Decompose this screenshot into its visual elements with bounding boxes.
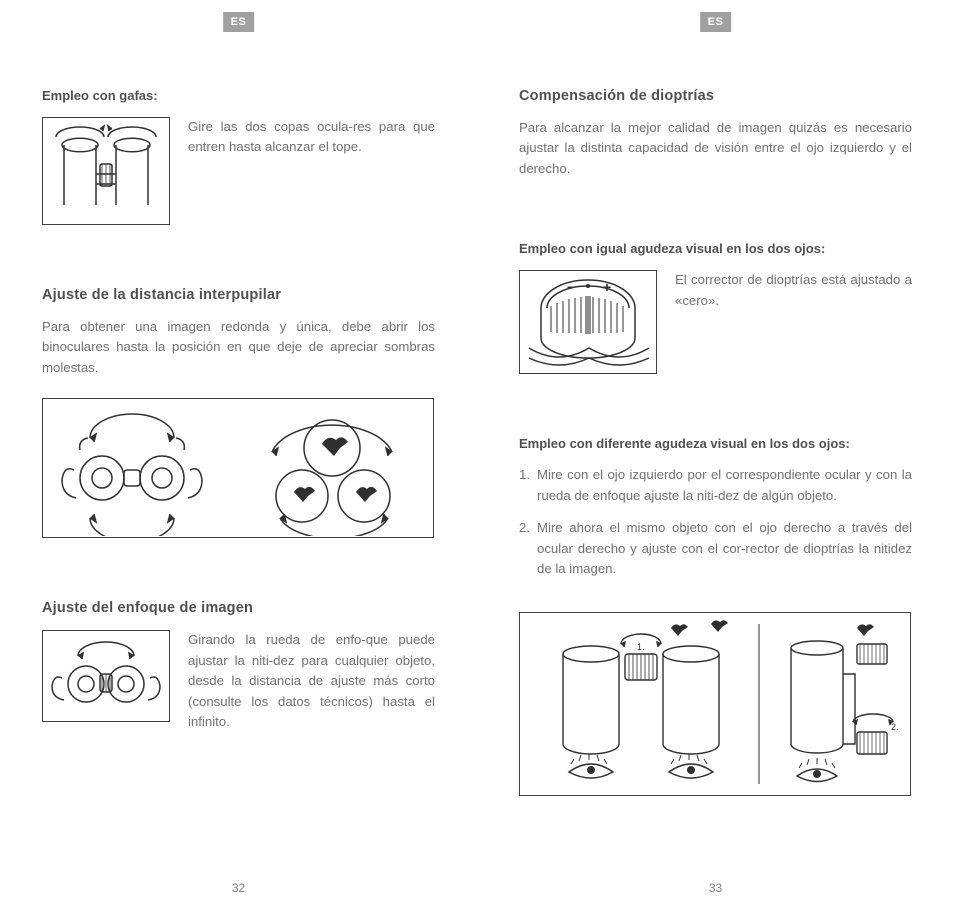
r-s2-text: El corrector de dioptrías está ajustado … — [675, 270, 912, 311]
svg-text:−: − — [567, 279, 575, 295]
page-right: ES Compensación de dioptrías Para alcanz… — [477, 0, 954, 917]
fig-focus-icon — [42, 630, 170, 722]
s3-row: Girando la rueda de enfo-que puede ajust… — [42, 630, 435, 732]
svg-text:+: + — [603, 279, 611, 295]
page-left: ES Empleo con gafas: — [0, 0, 477, 917]
r-s3-title: Empleo con diferente agudeza visual en l… — [519, 436, 912, 451]
s1-text: Gire las dos copas ocula-res para que en… — [188, 117, 435, 158]
s3-text: Girando la rueda de enfo-que puede ajust… — [188, 630, 435, 732]
s1-title: Empleo con gafas: — [42, 88, 435, 103]
right-content: Compensación de dioptrías Para alcanzar … — [519, 88, 912, 796]
left-content: Empleo con gafas: — [42, 88, 435, 733]
step-2: Mire ahora el mismo objeto con el ojo de… — [519, 518, 912, 579]
page-number-right: 33 — [709, 881, 722, 895]
step-1: Mire con el ojo izquierdo por el corresp… — [519, 465, 912, 506]
steps-list: Mire con el ojo izquierdo por el corresp… — [519, 465, 912, 579]
r-s1-title: Compensación de dioptrías — [519, 88, 912, 104]
s3-title: Ajuste del enfoque de imagen — [42, 600, 435, 616]
r-s2-row: − + El corrector de dioptrías está ajust… — [519, 270, 912, 374]
fig-interpupillary-icon — [42, 398, 434, 538]
r-s1-text: Para alcanzar la mejor calidad de imagen… — [519, 118, 912, 179]
lang-tag: ES — [223, 12, 255, 32]
s2-title: Ajuste de la distancia interpupilar — [42, 287, 435, 303]
svg-text:1.: 1. — [637, 642, 645, 652]
s2-text: Para obtener una imagen redonda y única,… — [42, 317, 435, 378]
lang-tag: ES — [700, 12, 732, 32]
fig-diopter-adjust-icon: 1. — [519, 612, 911, 796]
s1-row: Gire las dos copas ocula-res para que en… — [42, 117, 435, 225]
svg-text:2.: 2. — [891, 722, 899, 732]
fig-eyecups-icon — [42, 117, 170, 225]
r-s2-title: Empleo con igual agudeza visual en los d… — [519, 241, 912, 256]
page-number-left: 32 — [232, 881, 245, 895]
fig-diopter-zero-icon: − + — [519, 270, 657, 374]
